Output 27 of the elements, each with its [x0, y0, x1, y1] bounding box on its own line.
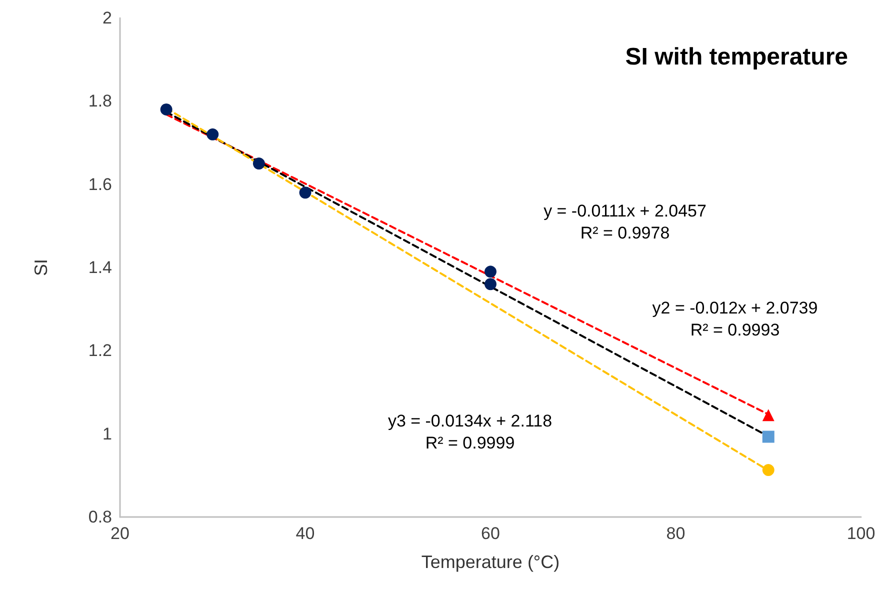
x-tick-label: 80 — [666, 524, 686, 543]
annotation: y = -0.0111x + 2.0457 R² = 0.9978 — [544, 202, 706, 242]
point — [484, 266, 496, 278]
point — [762, 409, 774, 422]
y-tick-label: 1.4 — [88, 258, 112, 277]
x-tick-label: 40 — [296, 524, 315, 543]
point — [484, 278, 496, 290]
y-tick-label: 1.6 — [88, 174, 112, 194]
x-axis-title: Temperature (°C) — [421, 552, 560, 572]
x-tick-label: 100 — [846, 524, 876, 543]
point — [160, 103, 172, 116]
point — [762, 430, 774, 443]
point — [762, 464, 774, 476]
y-tick-label: 2 — [102, 8, 112, 28]
x-tick-label: 60 — [481, 524, 500, 543]
point — [206, 128, 219, 140]
point — [299, 186, 312, 199]
y-tick-label: 1.8 — [88, 92, 112, 111]
x-tick-label: 20 — [110, 524, 130, 543]
y-tick-label: 0.8 — [88, 508, 112, 526]
y-tick-label: 1 — [102, 424, 112, 444]
annotation: y3 = -0.0134x + 2.118 R² = 0.9999 — [388, 412, 552, 452]
text: SI with temperature — [625, 44, 848, 70]
point — [252, 158, 265, 170]
y-tick-label: 1.2 — [88, 341, 112, 360]
annotation: y2 = -0.012x + 2.0739 R² = 0.9993 — [652, 298, 818, 340]
y-axis-title: SI — [31, 258, 51, 276]
